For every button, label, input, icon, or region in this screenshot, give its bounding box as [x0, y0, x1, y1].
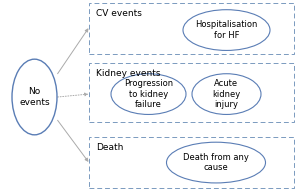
Text: Death: Death [96, 143, 123, 152]
Text: Death from any
cause: Death from any cause [183, 153, 249, 172]
Text: Acute
kidney
injury: Acute kidney injury [212, 79, 241, 109]
Text: No
events: No events [19, 87, 50, 107]
Text: Kidney events: Kidney events [96, 69, 160, 78]
Text: Progression
to kidney
failure: Progression to kidney failure [124, 79, 173, 109]
Text: Hospitalisation
for HF: Hospitalisation for HF [195, 20, 258, 40]
Bar [88, 3, 294, 54]
Bar [88, 63, 294, 122]
Bar [88, 137, 294, 188]
Text: CV events: CV events [96, 9, 142, 18]
